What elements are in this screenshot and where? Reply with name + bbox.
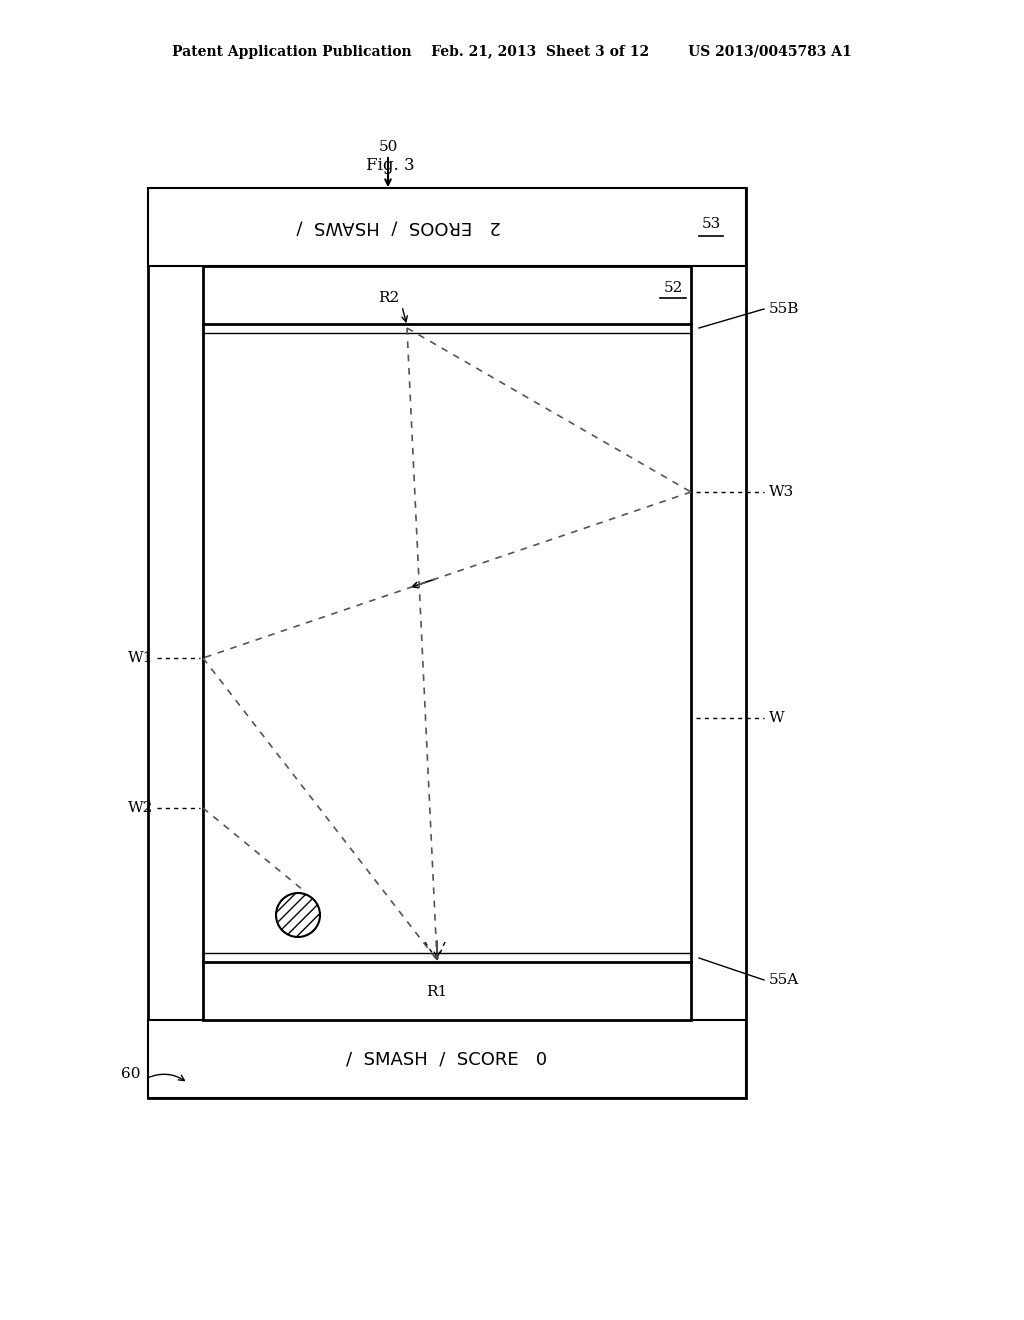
Text: 53: 53	[701, 216, 721, 231]
Bar	[148, 187, 746, 267]
Text: W1: W1	[128, 651, 153, 665]
Text: 60: 60	[121, 1067, 140, 1081]
Text: 55B: 55B	[769, 302, 800, 315]
Bar	[203, 267, 691, 1020]
Bar	[148, 1020, 746, 1098]
Text: /  SMASH  /  SCORE   0: / SMASH / SCORE 0	[346, 1049, 548, 1068]
Text: 52: 52	[664, 281, 683, 294]
Text: W: W	[769, 711, 784, 725]
Circle shape	[276, 894, 319, 937]
Text: Fig. 3: Fig. 3	[366, 157, 415, 173]
Text: W2: W2	[128, 801, 153, 814]
Text: R2: R2	[379, 290, 399, 305]
Text: 55A: 55A	[769, 973, 800, 987]
Text: W3: W3	[769, 484, 795, 499]
Text: 50: 50	[378, 140, 397, 154]
Bar	[148, 187, 746, 1098]
Text: Patent Application Publication    Feb. 21, 2013  Sheet 3 of 12        US 2013/00: Patent Application Publication Feb. 21, …	[172, 45, 852, 59]
Text: R1: R1	[426, 985, 447, 999]
Text: 2   EROOS  /  HSAWS  /: 2 EROOS / HSAWS /	[297, 218, 502, 236]
